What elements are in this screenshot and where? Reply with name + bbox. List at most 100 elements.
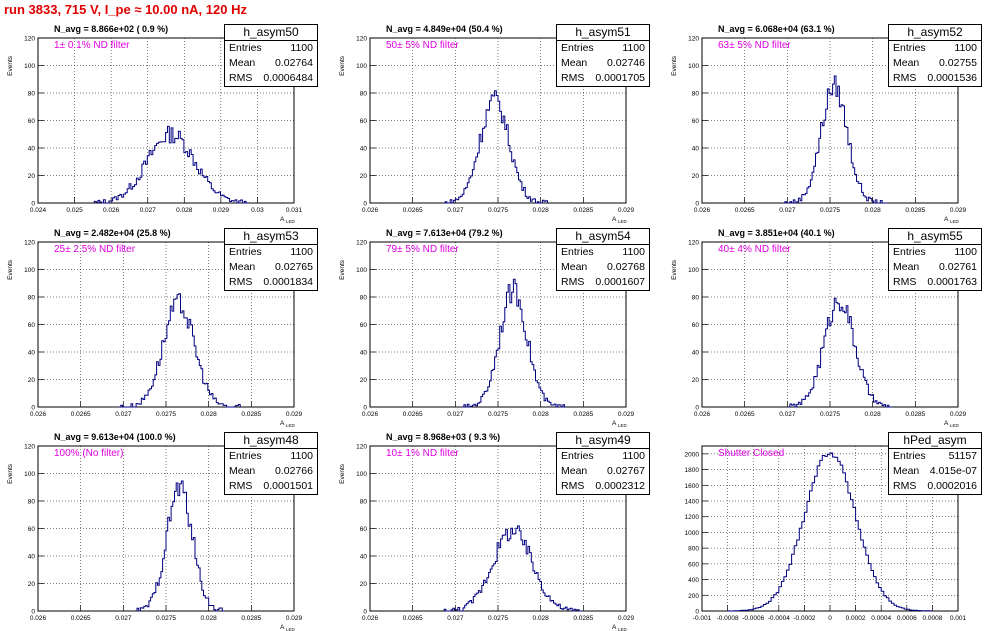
stats-row-entries: Entries 1100 [561,42,645,54]
histogram-svg: 0 20 40 60 80 100 120 0.026 0.0265 0.027 0.0275 0.0… [339,240,635,428]
x-tick-label: 0 [828,615,832,622]
y-tick-label: 20 [360,173,368,180]
y-tick-label: 20 [692,377,700,384]
y-tick-label: 100 [24,63,35,70]
y-axis-title: Events [7,259,14,280]
y-tick-label: 40 [360,350,368,357]
x-tick-label: 0.026 [694,207,711,214]
x-axis-subscript: LED [286,219,296,223]
x-tick-label: 0.0285 [905,207,925,214]
stats-row-mean: Mean 0.02765 [229,261,313,273]
x-tick-label: 0.0285 [573,615,593,622]
y-tick-label: 200 [688,593,699,600]
x-tick-label: 0.026 [694,411,711,418]
stats-row-rms: RMS 0.0006484 [229,72,313,84]
stats-row-mean: Mean 0.02764 [229,57,313,69]
y-tick-label: 1600 [685,483,700,490]
y-axis-title: Events [339,55,346,76]
y-axis-title: Events [7,55,14,76]
y-tick-label: 60 [360,322,368,329]
filter-label: 63± 5% ND filter [718,40,791,51]
x-tick-label: 0.029 [950,207,967,214]
stats-hist-name: h_asym50 [225,25,317,41]
x-axis-subscript: LED [950,219,960,223]
y-tick-label: 0 [363,609,367,616]
x-tick-label: 0.027 [115,615,132,622]
y-tick-label: 20 [692,173,700,180]
y-axis-title: Events [671,55,678,76]
y-tick-label: 0 [363,405,367,412]
x-tick-label: 0.0275 [820,411,840,418]
x-tick-label: 0.0006 [897,615,917,622]
y-tick-label: 120 [688,36,699,43]
y-tick-label: 0 [31,201,35,208]
y-tick-label: 20 [28,377,36,384]
stats-box: h_asym49 Entries 1100 Mean 0.02767 RMS 0.00023… [556,432,650,495]
x-tick-label: 0.028 [533,615,550,622]
stats-row-rms: RMS 0.0001834 [229,276,313,288]
y-tick-label: 100 [356,63,367,70]
stats-row-entries: Entries 1100 [561,246,645,258]
stats-row-entries: Entries 1100 [229,42,313,54]
filter-label: 1± 0.1% ND filter [54,40,130,51]
histogram-line-h_asym50 [93,125,248,204]
histogram-line-h_asym49 [443,525,583,612]
histogram-pad-h_asym50: 0 20 40 60 80 100 120 0.024 0.025 0.026 0.027 0.028… [0,18,318,223]
stats-box: h_asym54 Entries 1100 Mean 0.02768 RMS 0.00016… [556,228,650,291]
stats-hist-name: h_asym53 [225,229,317,245]
x-tick-label: -0.0002 [793,615,815,622]
histogram-pad-h_asym52: 0 20 40 60 80 100 120 0.026 0.0265 0.027 0.0275 0.0… [664,18,982,223]
stats-row-rms: RMS 0.0002016 [893,480,977,492]
navg-label: N_avg = 7.613e+04 (79.2 %) [386,228,503,238]
x-axis-title: A [280,624,285,631]
histogram-svg: 0 200 400 600 800 1000 1200 1400 1600 1800 2000 -0.… [685,445,967,622]
y-tick-label: 600 [688,561,699,568]
y-tick-label: 60 [360,118,368,125]
x-tick-label: 0.029 [618,615,635,622]
y-tick-label: 120 [24,240,35,247]
navg-label: N_avg = 8.968e+03 ( 9.3 %) [386,432,501,442]
histogram-pad-h_asym53: 0 20 40 60 80 100 120 0.026 0.0265 0.027 0.0275 0.0… [0,222,318,427]
y-tick-label: 0 [695,609,699,616]
x-tick-label: 0.03 [251,207,264,214]
x-tick-label: 0.028 [201,411,218,418]
stats-hist-name: h_asym55 [889,229,981,245]
stats-row-mean: Mean 0.02761 [893,261,977,273]
stats-hist-name: h_asym48 [225,433,317,449]
y-tick-label: 60 [28,322,36,329]
y-tick-label: 100 [356,471,367,478]
y-tick-label: 400 [688,577,699,584]
navg-label: N_avg = 3.851e+04 (40.1 %) [718,228,835,238]
y-tick-label: 120 [24,36,35,43]
x-axis-title: A [944,216,949,223]
y-tick-label: 60 [692,322,700,329]
y-tick-label: 40 [28,350,36,357]
stats-row-rms: RMS 0.0001705 [561,72,645,84]
x-tick-label: 0.028 [865,207,882,214]
x-tick-label: 0.025 [66,207,83,214]
y-tick-label: 100 [24,267,35,274]
stats-row-rms: RMS 0.0001607 [561,276,645,288]
y-tick-label: 100 [356,267,367,274]
x-axis-title: A [612,216,617,223]
x-tick-label: 0.024 [30,207,47,214]
filter-label: 25± 2.5% ND filter [54,244,136,255]
y-tick-label: 80 [692,91,700,98]
histogram-line-hPed_asym [727,452,933,612]
y-tick-label: 60 [360,526,368,533]
y-tick-label: 40 [28,554,36,561]
x-tick-label: 0.026 [362,207,379,214]
x-tick-label: 0.0265 [71,411,91,418]
x-tick-label: 0.026 [103,207,120,214]
x-tick-label: 0.028 [865,411,882,418]
x-tick-label: -0.001 [693,615,712,622]
x-tick-label: -0.0008 [717,615,739,622]
y-tick-label: 0 [695,201,699,208]
histogram-pad-h_asym54: 0 20 40 60 80 100 120 0.026 0.0265 0.027 0.0275 0.0… [332,222,650,427]
x-tick-label: 0.029 [286,615,303,622]
y-tick-label: 120 [356,240,367,247]
y-tick-label: 120 [356,444,367,451]
y-tick-label: 20 [28,173,36,180]
x-tick-label: 0.0275 [488,615,508,622]
x-tick-label: 0.001 [950,615,967,622]
